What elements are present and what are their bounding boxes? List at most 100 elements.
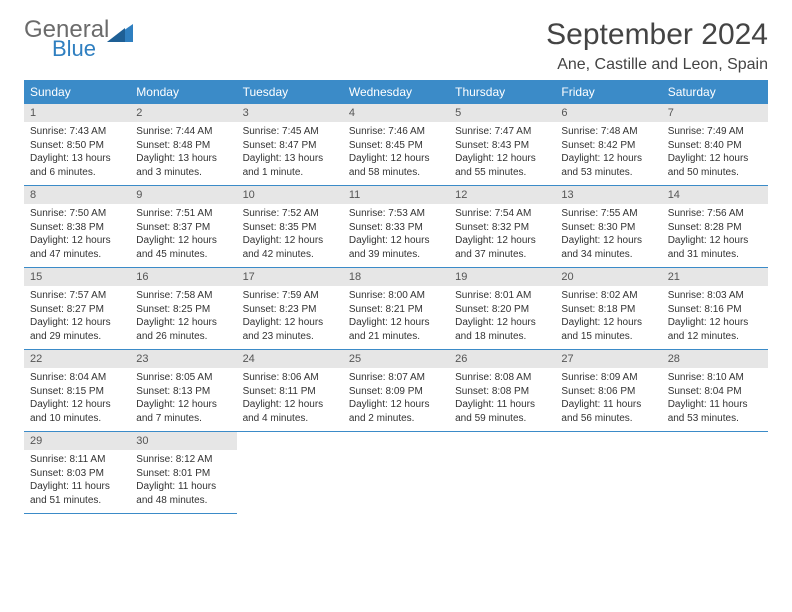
day-details: Sunrise: 7:55 AMSunset: 8:30 PMDaylight:… <box>555 204 661 267</box>
calendar-table: SundayMondayTuesdayWednesdayThursdayFrid… <box>24 80 768 514</box>
day-details: Sunrise: 7:57 AMSunset: 8:27 PMDaylight:… <box>24 286 130 349</box>
day-details: Sunrise: 7:59 AMSunset: 8:23 PMDaylight:… <box>237 286 343 349</box>
day-number: 6 <box>555 104 661 122</box>
weekday-header: Wednesday <box>343 80 449 104</box>
calendar-day-cell: 11Sunrise: 7:53 AMSunset: 8:33 PMDayligh… <box>343 186 449 268</box>
day-details: Sunrise: 7:47 AMSunset: 8:43 PMDaylight:… <box>449 122 555 185</box>
calendar-day-cell: 24Sunrise: 8:06 AMSunset: 8:11 PMDayligh… <box>237 350 343 432</box>
weekday-header: Monday <box>130 80 236 104</box>
calendar-day-cell: 1Sunrise: 7:43 AMSunset: 8:50 PMDaylight… <box>24 104 130 186</box>
logo-secondary: Blue <box>52 38 109 60</box>
day-details: Sunrise: 8:04 AMSunset: 8:15 PMDaylight:… <box>24 368 130 431</box>
calendar-day-cell: 18Sunrise: 8:00 AMSunset: 8:21 PMDayligh… <box>343 268 449 350</box>
calendar-body: 1Sunrise: 7:43 AMSunset: 8:50 PMDaylight… <box>24 104 768 514</box>
calendar-day-cell: 14Sunrise: 7:56 AMSunset: 8:28 PMDayligh… <box>662 186 768 268</box>
day-number: 9 <box>130 186 236 204</box>
calendar-day-cell: 3Sunrise: 7:45 AMSunset: 8:47 PMDaylight… <box>237 104 343 186</box>
day-number: 26 <box>449 350 555 368</box>
day-number: 10 <box>237 186 343 204</box>
day-number: 28 <box>662 350 768 368</box>
day-details: Sunrise: 8:07 AMSunset: 8:09 PMDaylight:… <box>343 368 449 431</box>
weekday-header: Thursday <box>449 80 555 104</box>
calendar-day-cell: 12Sunrise: 7:54 AMSunset: 8:32 PMDayligh… <box>449 186 555 268</box>
day-number: 13 <box>555 186 661 204</box>
calendar-day-cell: 17Sunrise: 7:59 AMSunset: 8:23 PMDayligh… <box>237 268 343 350</box>
day-number: 19 <box>449 268 555 286</box>
calendar-day-cell: 23Sunrise: 8:05 AMSunset: 8:13 PMDayligh… <box>130 350 236 432</box>
calendar-day-cell: 30Sunrise: 8:12 AMSunset: 8:01 PMDayligh… <box>130 432 236 514</box>
calendar-day-cell: 26Sunrise: 8:08 AMSunset: 8:08 PMDayligh… <box>449 350 555 432</box>
day-details: Sunrise: 7:46 AMSunset: 8:45 PMDaylight:… <box>343 122 449 185</box>
calendar-day-cell: 16Sunrise: 7:58 AMSunset: 8:25 PMDayligh… <box>130 268 236 350</box>
day-number: 12 <box>449 186 555 204</box>
day-details: Sunrise: 7:43 AMSunset: 8:50 PMDaylight:… <box>24 122 130 185</box>
calendar-day-cell: 2Sunrise: 7:44 AMSunset: 8:48 PMDaylight… <box>130 104 236 186</box>
day-details: Sunrise: 8:06 AMSunset: 8:11 PMDaylight:… <box>237 368 343 431</box>
calendar-day-cell: 6Sunrise: 7:48 AMSunset: 8:42 PMDaylight… <box>555 104 661 186</box>
calendar-day-cell: 8Sunrise: 7:50 AMSunset: 8:38 PMDaylight… <box>24 186 130 268</box>
location-subtitle: Ane, Castille and Leon, Spain <box>546 56 768 74</box>
calendar-day-cell: 7Sunrise: 7:49 AMSunset: 8:40 PMDaylight… <box>662 104 768 186</box>
calendar-day-cell: 15Sunrise: 7:57 AMSunset: 8:27 PMDayligh… <box>24 268 130 350</box>
calendar-week-row: 15Sunrise: 7:57 AMSunset: 8:27 PMDayligh… <box>24 268 768 350</box>
weekday-header: Tuesday <box>237 80 343 104</box>
calendar-week-row: 1Sunrise: 7:43 AMSunset: 8:50 PMDaylight… <box>24 104 768 186</box>
day-number: 7 <box>662 104 768 122</box>
calendar-head: SundayMondayTuesdayWednesdayThursdayFrid… <box>24 80 768 104</box>
day-number: 14 <box>662 186 768 204</box>
calendar-day-cell: 9Sunrise: 7:51 AMSunset: 8:37 PMDaylight… <box>130 186 236 268</box>
day-number: 25 <box>343 350 449 368</box>
day-number: 11 <box>343 186 449 204</box>
day-details: Sunrise: 8:01 AMSunset: 8:20 PMDaylight:… <box>449 286 555 349</box>
calendar-week-row: 22Sunrise: 8:04 AMSunset: 8:15 PMDayligh… <box>24 350 768 432</box>
weekday-header: Friday <box>555 80 661 104</box>
day-number: 15 <box>24 268 130 286</box>
day-details: Sunrise: 8:08 AMSunset: 8:08 PMDaylight:… <box>449 368 555 431</box>
day-details: Sunrise: 7:48 AMSunset: 8:42 PMDaylight:… <box>555 122 661 185</box>
calendar-day-cell: 13Sunrise: 7:55 AMSunset: 8:30 PMDayligh… <box>555 186 661 268</box>
day-number: 8 <box>24 186 130 204</box>
calendar-day-cell: 19Sunrise: 8:01 AMSunset: 8:20 PMDayligh… <box>449 268 555 350</box>
calendar-day-cell: 29Sunrise: 8:11 AMSunset: 8:03 PMDayligh… <box>24 432 130 514</box>
calendar-day-cell: 10Sunrise: 7:52 AMSunset: 8:35 PMDayligh… <box>237 186 343 268</box>
page-header: General Blue September 2024 Ane, Castill… <box>24 18 768 74</box>
day-number: 4 <box>343 104 449 122</box>
weekday-header: Sunday <box>24 80 130 104</box>
calendar-day-cell: 5Sunrise: 7:47 AMSunset: 8:43 PMDaylight… <box>449 104 555 186</box>
day-details: Sunrise: 7:53 AMSunset: 8:33 PMDaylight:… <box>343 204 449 267</box>
calendar-empty-cell <box>555 432 661 514</box>
calendar-day-cell: 22Sunrise: 8:04 AMSunset: 8:15 PMDayligh… <box>24 350 130 432</box>
day-details: Sunrise: 7:49 AMSunset: 8:40 PMDaylight:… <box>662 122 768 185</box>
calendar-day-cell: 20Sunrise: 8:02 AMSunset: 8:18 PMDayligh… <box>555 268 661 350</box>
day-details: Sunrise: 7:54 AMSunset: 8:32 PMDaylight:… <box>449 204 555 267</box>
calendar-day-cell: 27Sunrise: 8:09 AMSunset: 8:06 PMDayligh… <box>555 350 661 432</box>
day-number: 1 <box>24 104 130 122</box>
day-details: Sunrise: 7:52 AMSunset: 8:35 PMDaylight:… <box>237 204 343 267</box>
day-details: Sunrise: 8:03 AMSunset: 8:16 PMDaylight:… <box>662 286 768 349</box>
day-details: Sunrise: 8:09 AMSunset: 8:06 PMDaylight:… <box>555 368 661 431</box>
calendar-empty-cell <box>343 432 449 514</box>
logo-text: General Blue <box>24 18 109 60</box>
day-details: Sunrise: 8:12 AMSunset: 8:01 PMDaylight:… <box>130 450 236 513</box>
calendar-empty-cell <box>662 432 768 514</box>
logo: General Blue <box>24 18 135 60</box>
day-details: Sunrise: 8:05 AMSunset: 8:13 PMDaylight:… <box>130 368 236 431</box>
day-details: Sunrise: 7:45 AMSunset: 8:47 PMDaylight:… <box>237 122 343 185</box>
weekday-row: SundayMondayTuesdayWednesdayThursdayFrid… <box>24 80 768 104</box>
day-number: 21 <box>662 268 768 286</box>
day-details: Sunrise: 7:50 AMSunset: 8:38 PMDaylight:… <box>24 204 130 267</box>
day-details: Sunrise: 7:56 AMSunset: 8:28 PMDaylight:… <box>662 204 768 267</box>
calendar-day-cell: 25Sunrise: 8:07 AMSunset: 8:09 PMDayligh… <box>343 350 449 432</box>
day-number: 22 <box>24 350 130 368</box>
day-number: 3 <box>237 104 343 122</box>
day-number: 29 <box>24 432 130 450</box>
day-details: Sunrise: 7:58 AMSunset: 8:25 PMDaylight:… <box>130 286 236 349</box>
day-details: Sunrise: 8:00 AMSunset: 8:21 PMDaylight:… <box>343 286 449 349</box>
day-number: 23 <box>130 350 236 368</box>
calendar-day-cell: 4Sunrise: 7:46 AMSunset: 8:45 PMDaylight… <box>343 104 449 186</box>
day-number: 17 <box>237 268 343 286</box>
calendar-day-cell: 21Sunrise: 8:03 AMSunset: 8:16 PMDayligh… <box>662 268 768 350</box>
day-details: Sunrise: 8:11 AMSunset: 8:03 PMDaylight:… <box>24 450 130 513</box>
day-number: 20 <box>555 268 661 286</box>
day-details: Sunrise: 8:10 AMSunset: 8:04 PMDaylight:… <box>662 368 768 431</box>
